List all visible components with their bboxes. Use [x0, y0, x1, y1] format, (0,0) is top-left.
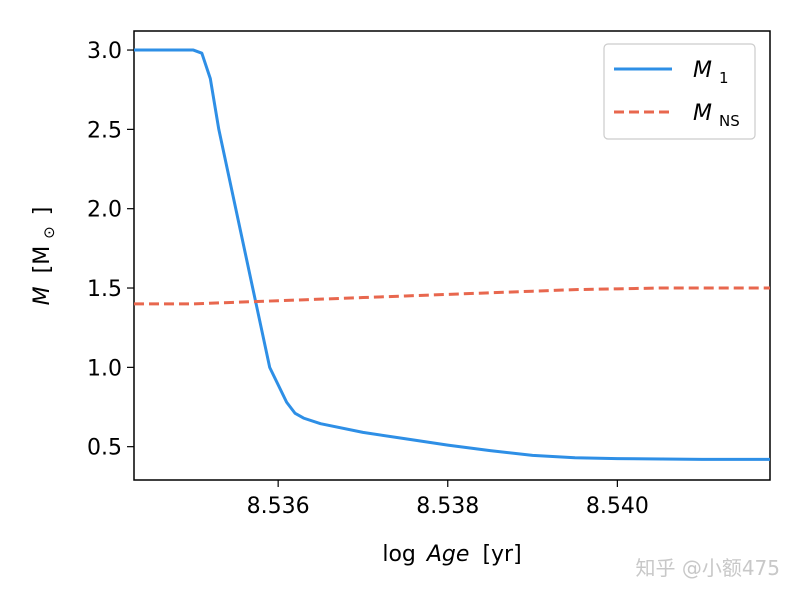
legend-label-m1-sub: 1 — [719, 69, 729, 87]
x-tick-label: 8.538 — [416, 494, 479, 519]
series-line-mns — [134, 286, 770, 306]
x-tick-label: 8.540 — [586, 494, 649, 519]
series-layer — [134, 48, 770, 461]
x-tick-label: 8.536 — [247, 494, 310, 519]
x-axis-label-unit: [yr] — [482, 542, 521, 567]
legend: M 1 M NS — [603, 43, 756, 140]
legend-label-mns: M NS — [693, 101, 740, 130]
y-tick-label: 0.5 — [87, 436, 122, 461]
y-axis-label-close: ] — [30, 207, 55, 216]
legend-label-m1-name: M — [693, 58, 712, 83]
y-tick-label: 3.0 — [87, 39, 122, 64]
y-axis-label-sun: ⊙ — [40, 226, 58, 239]
y-axis-label-var: M — [30, 286, 55, 305]
x-axis-label-var: Age — [425, 542, 470, 567]
watermark-text: 知乎 @小额475 — [635, 556, 780, 580]
y-tick-label: 1.5 — [87, 277, 122, 302]
y-tick-label: 2.0 — [87, 198, 122, 223]
x-axis-label: log Age [yr] — [382, 542, 521, 567]
plot-frame — [133, 30, 771, 481]
y-axis-label-unit: [M — [30, 246, 55, 274]
x-axis-label-prefix: log — [382, 542, 416, 567]
legend-label-mns-name: M — [693, 101, 712, 126]
x-axis-ticks: 8.536 8.538 8.540 — [247, 480, 649, 519]
legend-label-m1: M 1 — [693, 58, 729, 87]
series-line-m1 — [134, 48, 770, 461]
y-tick-label: 1.0 — [87, 356, 122, 381]
legend-label-mns-sub: NS — [719, 112, 740, 130]
y-tick-label: 2.5 — [87, 118, 122, 143]
y-axis-ticks: 0.5 1.0 1.5 2.0 2.5 3.0 — [87, 39, 134, 461]
y-axis-label: M [M ⊙ ] — [30, 207, 60, 306]
